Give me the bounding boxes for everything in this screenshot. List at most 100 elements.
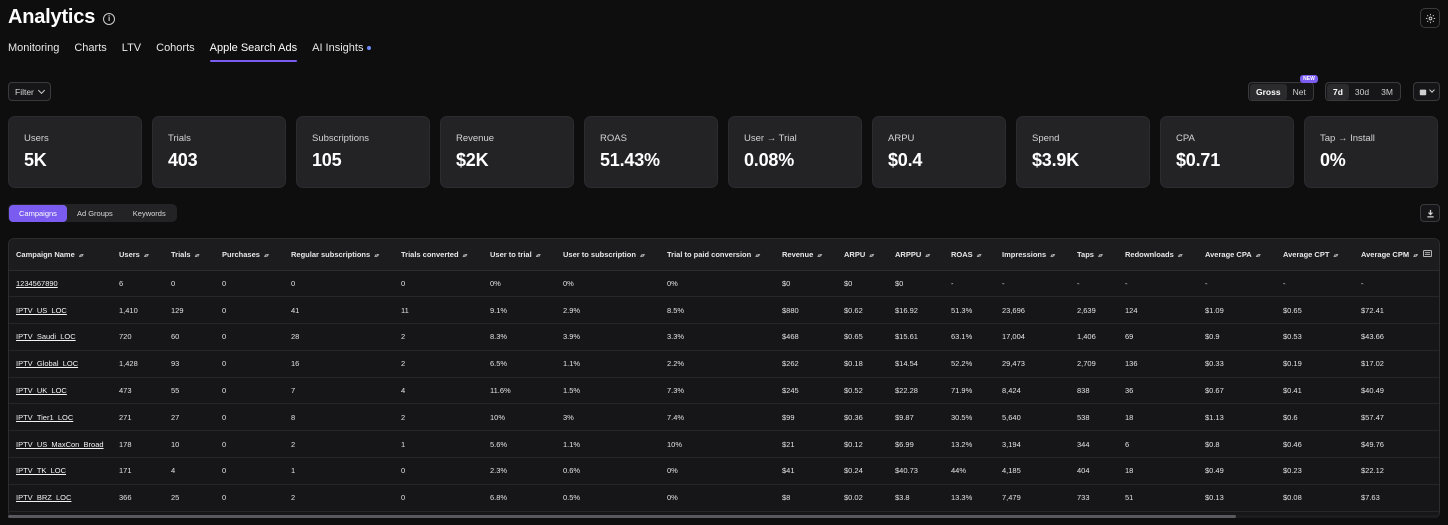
- campaign-name-link[interactable]: IPTV_BRZ_LOC: [9, 484, 112, 512]
- column-header[interactable]: Users ▴▾: [112, 239, 164, 271]
- column-header[interactable]: Impressions ▴▾: [995, 239, 1070, 271]
- table-cell: -: [1070, 270, 1118, 298]
- column-header[interactable]: Average CPA ▴▾: [1198, 239, 1276, 271]
- table-cell: 366: [112, 484, 164, 512]
- column-header[interactable]: Redownloads ▴▾: [1118, 239, 1198, 271]
- tab-ad-groups[interactable]: Ad Groups: [76, 208, 113, 218]
- column-header[interactable]: ROAS ▴▾: [944, 239, 995, 271]
- column-header-label: Regular subscriptions: [291, 249, 371, 259]
- table-cell: 1.1%: [556, 350, 660, 378]
- tab-monitoring[interactable]: Monitoring: [8, 42, 60, 54]
- table-cell: 0%: [660, 484, 775, 512]
- sort-icon: ▴▾: [925, 252, 930, 259]
- table-row[interactable]: 1234567890 6 0 0 0 0 0% 0% 0% $0 $0 $0- - - - - - -: [9, 270, 1439, 298]
- table-row[interactable]: IPTV_UK_LOC 473 55 0 7 4 11.6% 1.5% 7.3% $245 $0.5…: [9, 377, 1439, 405]
- column-header[interactable]: Revenue ▴▾: [775, 239, 837, 271]
- table-cell: 0: [394, 270, 483, 298]
- table-cell-spacer: [1414, 457, 1439, 485]
- column-header-label: Average CPT: [1283, 249, 1330, 259]
- tab-ltv[interactable]: LTV: [121, 42, 142, 54]
- settings-button[interactable]: [1420, 8, 1440, 28]
- column-settings-button[interactable]: [1414, 239, 1439, 271]
- column-header[interactable]: Average CPM ▴▾: [1354, 239, 1418, 271]
- table-cell: 124: [1118, 296, 1198, 325]
- tab-apple-search-ads[interactable]: Apple Search Ads: [209, 42, 298, 62]
- gross-option[interactable]: Gross: [1250, 83, 1287, 100]
- column-header[interactable]: User to subscription ▴▾: [556, 239, 660, 271]
- tab-ai-insights-wrap[interactable]: AI Insights: [312, 42, 372, 62]
- column-header[interactable]: ARPPU ▴▾: [888, 239, 944, 271]
- table-cell: 69: [1118, 323, 1198, 351]
- table-cell: $0.19: [1276, 350, 1354, 378]
- column-header-label: Purchases: [222, 249, 260, 259]
- tab-keywords[interactable]: Keywords: [132, 208, 166, 218]
- table-row[interactable]: IPTV_Global_LOC 1,428 93 0 16 2 6.5% 1.1% 2.2% $2…: [9, 350, 1439, 378]
- column-header[interactable]: Taps ▴▾: [1070, 239, 1118, 271]
- column-header[interactable]: Trials converted ▴▾: [394, 239, 483, 271]
- table-row[interactable]: IPTV_US_LOC 1,410 129 0 41 11 9.1% 2.9% 8.5% $880…: [9, 296, 1439, 325]
- table-cell: 23,696: [995, 296, 1070, 325]
- table-cell: $262: [775, 350, 837, 378]
- campaign-name-link[interactable]: IPTV_UK_LOC: [9, 377, 112, 405]
- table-cell: $0.8: [1198, 430, 1276, 459]
- campaign-name-link[interactable]: IPTV_US_MaxCon_Broad: [9, 430, 112, 459]
- column-header[interactable]: Purchases ▴▾: [215, 239, 284, 271]
- table-cell: $0.53: [1276, 323, 1354, 351]
- date-picker-button[interactable]: [1413, 82, 1440, 101]
- table-cell: 271: [112, 403, 164, 432]
- range-30d[interactable]: 30d: [1354, 86, 1370, 97]
- table-cell: 30.5%: [944, 403, 995, 432]
- campaign-name-link[interactable]: 1234567890: [9, 270, 112, 298]
- scrollbar-thumb[interactable]: [8, 515, 1236, 518]
- horizontal-scrollbar[interactable]: [8, 515, 1438, 518]
- campaign-name-link[interactable]: IPTV_TK_LOC: [9, 457, 112, 485]
- metric-card-user-trial: User → Trial 0.08%: [728, 116, 862, 188]
- column-header[interactable]: Campaign Name ▴▾: [9, 239, 112, 271]
- sort-icon: ▴▾: [1333, 252, 1338, 259]
- table-cell: 25: [164, 484, 215, 512]
- table-row[interactable]: IPTV_Saudi_LOC 720 60 0 28 2 8.3% 3.9% 3.3% $468 $…: [9, 323, 1439, 351]
- column-header[interactable]: Regular subscriptions ▴▾: [284, 239, 394, 271]
- table-row[interactable]: IPTV_BRZ_LOC 366 25 0 2 0 6.8% 0.5% 0% $8 $0.02 $3.…: [9, 484, 1439, 512]
- metric-card-arpu: ARPU $0.4: [872, 116, 1006, 188]
- sort-icon: ▴▾: [1413, 252, 1418, 259]
- sort-icon: ▴▾: [755, 252, 760, 259]
- download-button[interactable]: [1420, 204, 1440, 222]
- table-cell: 4,185: [995, 457, 1070, 485]
- table-cell: $41: [775, 457, 837, 485]
- table-row[interactable]: IPTV_TK_LOC 171 4 0 1 0 2.3% 0.6% 0% $41 $0.24 $40.…: [9, 457, 1439, 485]
- table-cell: 36: [1118, 377, 1198, 405]
- page-header: Analytics i: [8, 6, 116, 29]
- campaign-name-link[interactable]: IPTV_Global_LOC: [9, 350, 112, 378]
- column-header-label: Average CPM: [1361, 249, 1410, 259]
- table-cell: 0: [215, 430, 284, 459]
- table-row[interactable]: IPTV_Tier1_LOC 271 27 0 8 2 10% 3% 7.4% $99 $0.36 $…: [9, 403, 1439, 432]
- column-header[interactable]: User to trial ▴▾: [483, 239, 556, 271]
- table-cell: $0.9: [1198, 323, 1276, 351]
- table-cell: 0: [284, 270, 394, 298]
- tab-cohorts[interactable]: Cohorts: [156, 42, 195, 54]
- range-7d[interactable]: 7d: [1327, 83, 1349, 100]
- column-header[interactable]: Average CPT ▴▾: [1276, 239, 1354, 271]
- table-row[interactable]: IPTV_US_MaxCon_Broad 178 10 0 2 1 5.6% 1.1% 10% $…: [9, 430, 1439, 459]
- info-icon[interactable]: i: [103, 12, 116, 25]
- column-header[interactable]: Trials ▴▾: [164, 239, 215, 271]
- sort-icon: ▴▾: [78, 252, 84, 259]
- campaign-name-link[interactable]: IPTV_Saudi_LOC: [9, 323, 112, 351]
- chevron-down-icon: [37, 86, 45, 94]
- table-cell: 44%: [944, 457, 995, 485]
- tab-charts[interactable]: Charts: [74, 42, 107, 54]
- range-3m[interactable]: 3M: [1381, 86, 1393, 97]
- campaign-name-link[interactable]: IPTV_US_LOC: [9, 296, 112, 325]
- tab-campaigns[interactable]: Campaigns: [9, 204, 67, 222]
- filter-button[interactable]: Filter: [8, 82, 51, 101]
- metric-card-users: Users 5K: [8, 116, 142, 188]
- net-option[interactable]: Net NEW: [1287, 74, 1318, 100]
- table-cell: 136: [1118, 350, 1198, 378]
- column-header[interactable]: ARPU ▴▾: [837, 239, 888, 271]
- table-cell: 11: [394, 296, 483, 325]
- campaign-name-link[interactable]: IPTV_Tier1_LOC: [9, 403, 112, 432]
- table-cell: 4: [394, 377, 483, 405]
- sort-icon: ▴▾: [1255, 252, 1261, 259]
- column-header[interactable]: Trial to paid conversion ▴▾: [660, 239, 775, 271]
